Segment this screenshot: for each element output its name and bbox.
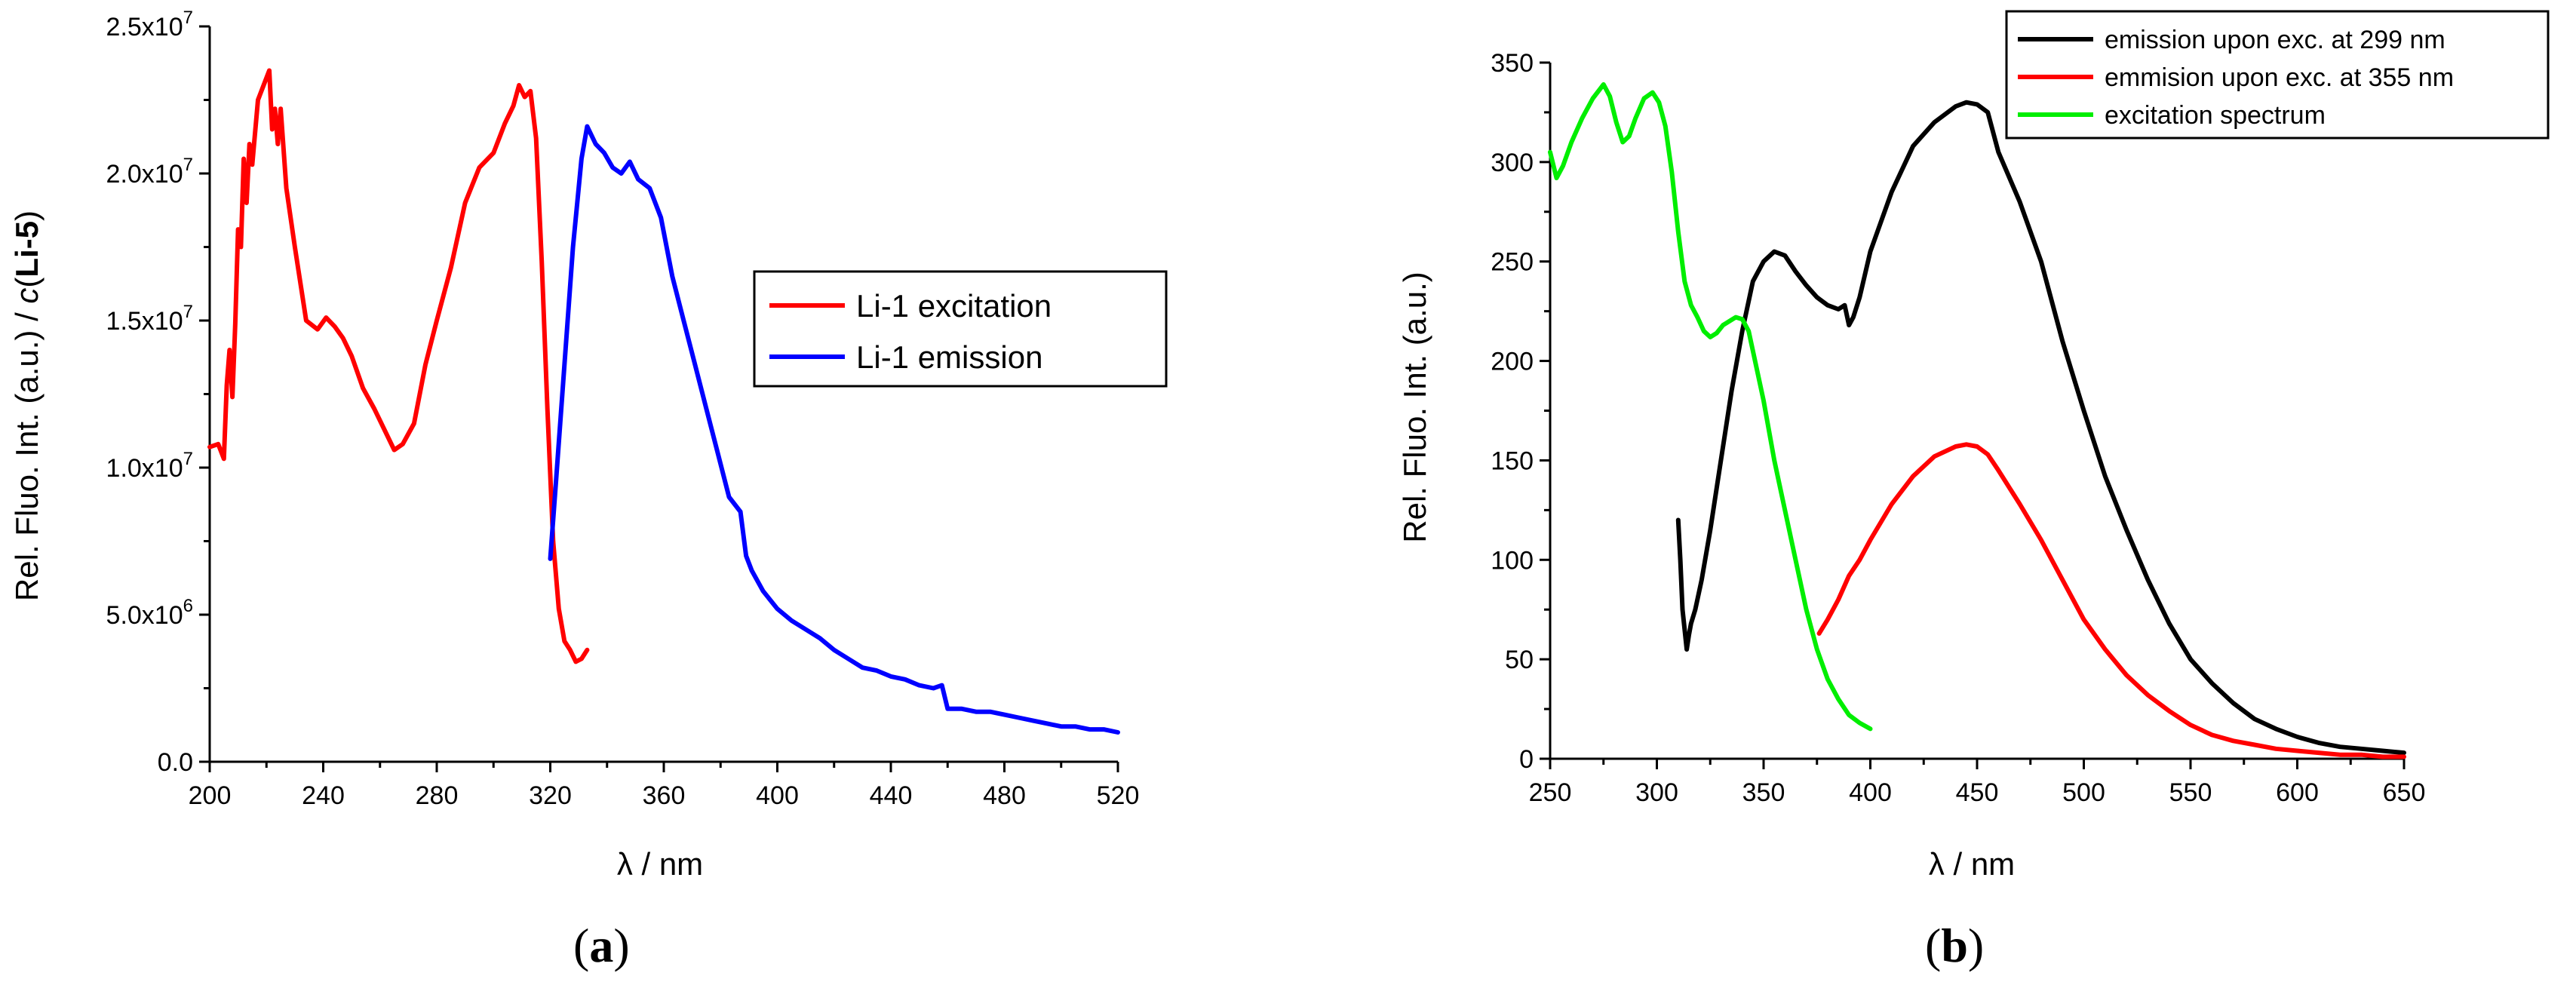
panel-a-plot-area: 200 240 280 320 360 400 440 480 520 0.0 5.0x106 1.0… — [106, 8, 1140, 810]
panel-a-x-tick-label: 400 — [756, 781, 799, 810]
panel-b-label: (b) — [1925, 919, 1984, 972]
panel-b-x-tick-label: 350 — [1742, 778, 1785, 807]
panel-b-x-tick-label: 650 — [2383, 778, 2426, 807]
panel-a-y-tick-label: 0.0 — [158, 748, 193, 777]
panel-a-series-li-1-emission — [548, 124, 1120, 735]
panel-b-x-tick-label: 500 — [2062, 778, 2105, 807]
panel-b-x-axis-title: λ / nm — [1929, 846, 2015, 882]
panel-b-y-axis-title: Rel. Fluo. Int. (a.u.) — [1397, 272, 1432, 542]
panel-a-y-tick-label: 2.0x107 — [106, 155, 193, 189]
panel-b-plot-area: 250 300 350 400 450 500 550 600 650 0 50 100 150 200 2… — [1491, 49, 2425, 807]
panel-a-x-tick-label: 320 — [529, 781, 572, 810]
panel-a-x-tick-label: 480 — [983, 781, 1026, 810]
panel-a-series-li-1-excitation — [207, 68, 590, 664]
panel-b-legend-label-excitation: excitation spectrum — [2105, 101, 2326, 130]
panel-a-x-tick-label: 440 — [870, 781, 913, 810]
panel-b-y-tick-label: 150 — [1491, 446, 1534, 475]
panel-b-legend-label-emission-299: emission upon exc. at 299 nm — [2105, 26, 2446, 54]
panel-a-x-tick-label: 240 — [302, 781, 345, 810]
panel-b-chart: 250 300 350 400 450 500 550 600 650 0 50 100 150 200 2… — [1397, 10, 2550, 972]
panel-a-x-tick-label: 200 — [189, 781, 232, 810]
panel-a-legend-box — [753, 270, 1168, 388]
panel-b-y-tick-label: 50 — [1505, 646, 1534, 674]
panel-b-series-excitation-spectrum — [1548, 82, 1873, 732]
panel-b-y-tick-label: 200 — [1491, 348, 1534, 376]
panel-a-label: (a) — [573, 919, 630, 972]
panel-b-x-tick-label: 400 — [1849, 778, 1892, 807]
panel-a-legend-label-excitation: Li-1 excitation — [856, 288, 1052, 324]
panel-a-x-tick-label: 360 — [643, 781, 686, 810]
panel-b-y-tick-label: 300 — [1491, 149, 1534, 177]
panel-a-x-axis-title: λ / nm — [617, 846, 703, 882]
panel-b-series-emission-upon-exc-at-299-nm — [1675, 100, 2406, 756]
panel-b-legend: emission upon exc. at 299 nm emmision up… — [2005, 10, 2550, 140]
panel-a-chart: 200 240 280 320 360 400 440 480 520 0.0 5.0x106 1.0… — [9, 8, 1168, 972]
panel-a-y-tick-label: 2.5x107 — [106, 8, 193, 41]
panel-b-y-tick-label: 250 — [1491, 248, 1534, 277]
panel-b-legend-label-emission-355: emmision upon exc. at 355 nm — [2105, 63, 2454, 92]
panel-b-x-tick-label: 300 — [1635, 778, 1678, 807]
panel-b-y-tick-label: 100 — [1491, 546, 1534, 575]
panel-b-series-emmision-upon-exc-at-355-nm — [1816, 442, 2406, 759]
panel-a-legend: Li-1 excitation Li-1 emission — [753, 270, 1168, 388]
panel-a-x-tick-label: 520 — [1097, 781, 1140, 810]
panel-a-y-tick-label: 1.5x107 — [106, 302, 193, 336]
panel-b-legend-box — [2005, 10, 2550, 140]
panel-a-x-tick-label: 280 — [416, 781, 459, 810]
panel-b-x-tick-label: 450 — [1956, 778, 1999, 807]
panel-a-legend-label-emission: Li-1 emission — [856, 339, 1042, 375]
panel-b-y-tick-label: 0 — [1519, 745, 1534, 774]
panel-a-y-tick-label: 5.0x106 — [106, 596, 193, 630]
panel-b-y-tick-label: 350 — [1491, 49, 1534, 78]
panel-b-x-tick-label: 600 — [2276, 778, 2319, 807]
panel-b-x-tick-label: 250 — [1529, 778, 1572, 807]
panel-a-y-tick-label: 1.0x107 — [106, 449, 193, 483]
panel-b-x-tick-label: 550 — [2169, 778, 2212, 807]
panel-a-y-axis-title: Rel. Fluo. Int. (a.u.) / c(Li-5) — [9, 210, 45, 601]
